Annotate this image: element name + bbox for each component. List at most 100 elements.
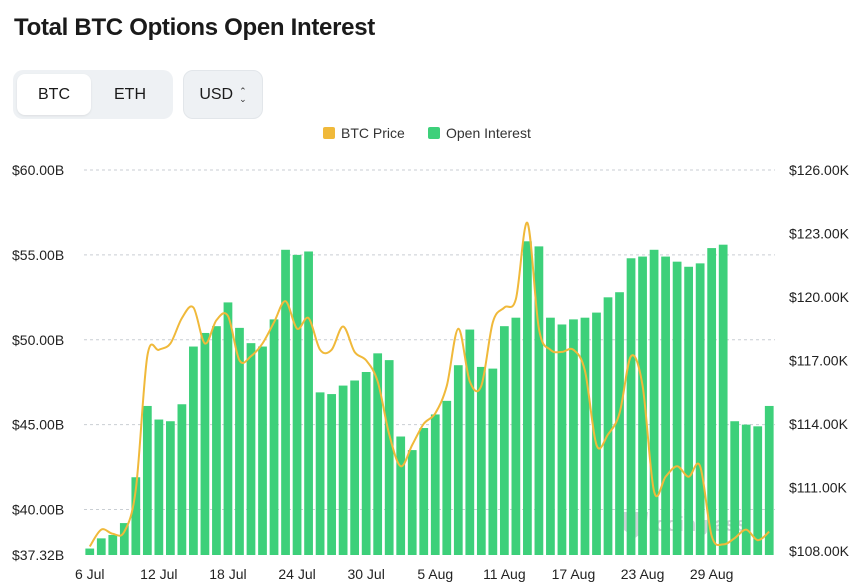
chevron-updown-icon: ⌃ ⌄ [239,85,247,104]
right-axis-tick-label: $123.00K [789,225,850,241]
right-axis-tick-label: $117.00K [789,352,849,368]
oi-bar[interactable] [292,254,302,556]
page-title: Total BTC Options Open Interest [14,14,375,41]
oi-bar[interactable] [338,385,348,555]
oi-bar[interactable] [361,372,371,555]
oi-bar[interactable] [499,326,509,555]
left-axis-tick-label: $45.00B [12,417,64,433]
x-axis-tick-label: 24 Jul [278,566,315,582]
oi-bar[interactable] [407,450,417,555]
oi-bar[interactable] [465,329,475,555]
x-axis-tick-label: 12 Jul [140,566,177,582]
left-axis-tick-label: $60.00B [12,162,64,178]
oi-bar[interactable] [580,317,590,555]
left-axis-labels: $60.00B $55.00B $50.00B $45.00B $40.00B $37.3… [12,162,64,563]
oi-bar[interactable] [165,421,175,555]
oi-bar[interactable] [672,261,682,555]
x-axis-tick-label: 18 Jul [209,566,246,582]
left-axis-tick-label: $50.00B [12,332,64,348]
oi-bar[interactable] [258,346,267,555]
oi-bar[interactable] [569,319,578,555]
oi-bar[interactable] [200,332,210,555]
legend-label-btc-price[interactable]: BTC Price [341,125,405,141]
left-axis-tick-label: $40.00B [12,502,64,518]
right-axis-tick-label: $120.00K [789,289,850,305]
oi-bar[interactable] [661,256,670,555]
oi-bar[interactable] [649,249,659,556]
oi-bar[interactable] [246,343,256,555]
grid-lines [84,169,775,511]
oi-bar[interactable] [638,256,647,555]
x-axis-tick-label: 5 Aug [417,566,453,582]
oi-bar[interactable] [511,317,521,555]
oi-bar[interactable] [534,246,544,555]
oi-bar[interactable] [430,414,440,555]
right-axis-tick-label: $108.00K [789,543,850,559]
x-axis-tick-label: 6 Jul [75,566,105,582]
oi-bar[interactable] [695,263,705,555]
oi-bar[interactable] [384,360,394,555]
oi-bar[interactable] [269,319,279,555]
asset-tab-btc[interactable]: BTC [17,74,91,115]
x-axis-tick-label: 23 Aug [621,566,665,582]
legend-swatch-open-interest [428,127,440,139]
btc-price-line [88,221,770,548]
oi-bar[interactable] [592,312,601,555]
x-axis-tick-label: 29 Aug [690,566,734,582]
x-axis-tick-label: 11 Aug [483,566,526,582]
left-axis-tick-label: $55.00B [12,247,64,263]
oi-bar[interactable] [419,428,429,555]
oi-bar[interactable] [189,346,198,555]
oi-bar[interactable] [453,365,463,555]
right-axis-tick-label: $126.00K [789,162,850,178]
oi-bar[interactable] [442,400,452,555]
asset-toggle: BTC ETH [13,70,173,119]
oi-bar[interactable] [235,327,244,555]
oi-bar[interactable] [281,249,290,556]
left-axis-tick-label: $37.32B [12,547,64,563]
oi-bar[interactable] [615,292,624,555]
oi-bar[interactable] [741,424,751,555]
legend-swatch-btc-price [323,127,335,139]
chart-legend: BTC Price Open Interest [323,125,531,141]
oi-bar[interactable] [764,405,774,555]
oi-bar[interactable] [603,297,613,555]
oi-bar[interactable] [753,426,763,555]
oi-bar[interactable] [684,266,694,555]
oi-bar[interactable] [119,523,129,555]
oi-bar[interactable] [315,392,325,555]
oi-bar[interactable] [96,538,106,555]
x-axis-tick-label: 30 Jul [347,566,384,582]
oi-bar[interactable] [212,326,221,555]
asset-tab-eth[interactable]: ETH [93,74,167,115]
oi-bar[interactable] [177,404,187,555]
oi-bar[interactable] [718,244,728,556]
right-axis-tick-label: $114.00K [789,416,849,432]
oi-bar[interactable] [304,251,313,555]
legend-label-open-interest[interactable]: Open Interest [446,125,531,141]
oi-bar[interactable] [85,548,95,555]
oi-bar[interactable] [546,317,555,555]
oi-bar[interactable] [350,380,360,555]
currency-select[interactable]: USD ⌃ ⌄ [183,70,263,119]
oi-bar[interactable] [523,241,532,555]
oi-bar[interactable] [327,394,336,555]
oi-bar[interactable] [131,477,141,555]
right-axis-labels: $126.00K $123.00K $120.00K $117.00K $114.00K… [789,162,850,559]
oi-bar[interactable] [707,248,717,555]
oi-bar[interactable] [108,534,118,555]
oi-bar[interactable] [142,405,152,555]
oi-bar[interactable] [557,324,567,555]
oi-bar[interactable] [154,419,164,555]
x-axis-labels: 6 Jul 12 Jul 18 Jul 24 Jul 30 Jul 5 Aug 11 Aug… [75,566,733,582]
oi-bar[interactable] [396,436,406,555]
oi-bar[interactable] [373,353,383,555]
oi-bar[interactable] [476,366,486,555]
x-axis-tick-label: 17 Aug [552,566,596,582]
oi-bar[interactable] [488,368,498,555]
oi-bar[interactable] [626,258,636,555]
right-axis-tick-label: $111.00K [789,479,848,495]
oi-bar[interactable] [223,302,233,555]
oi-bar[interactable] [730,421,740,555]
